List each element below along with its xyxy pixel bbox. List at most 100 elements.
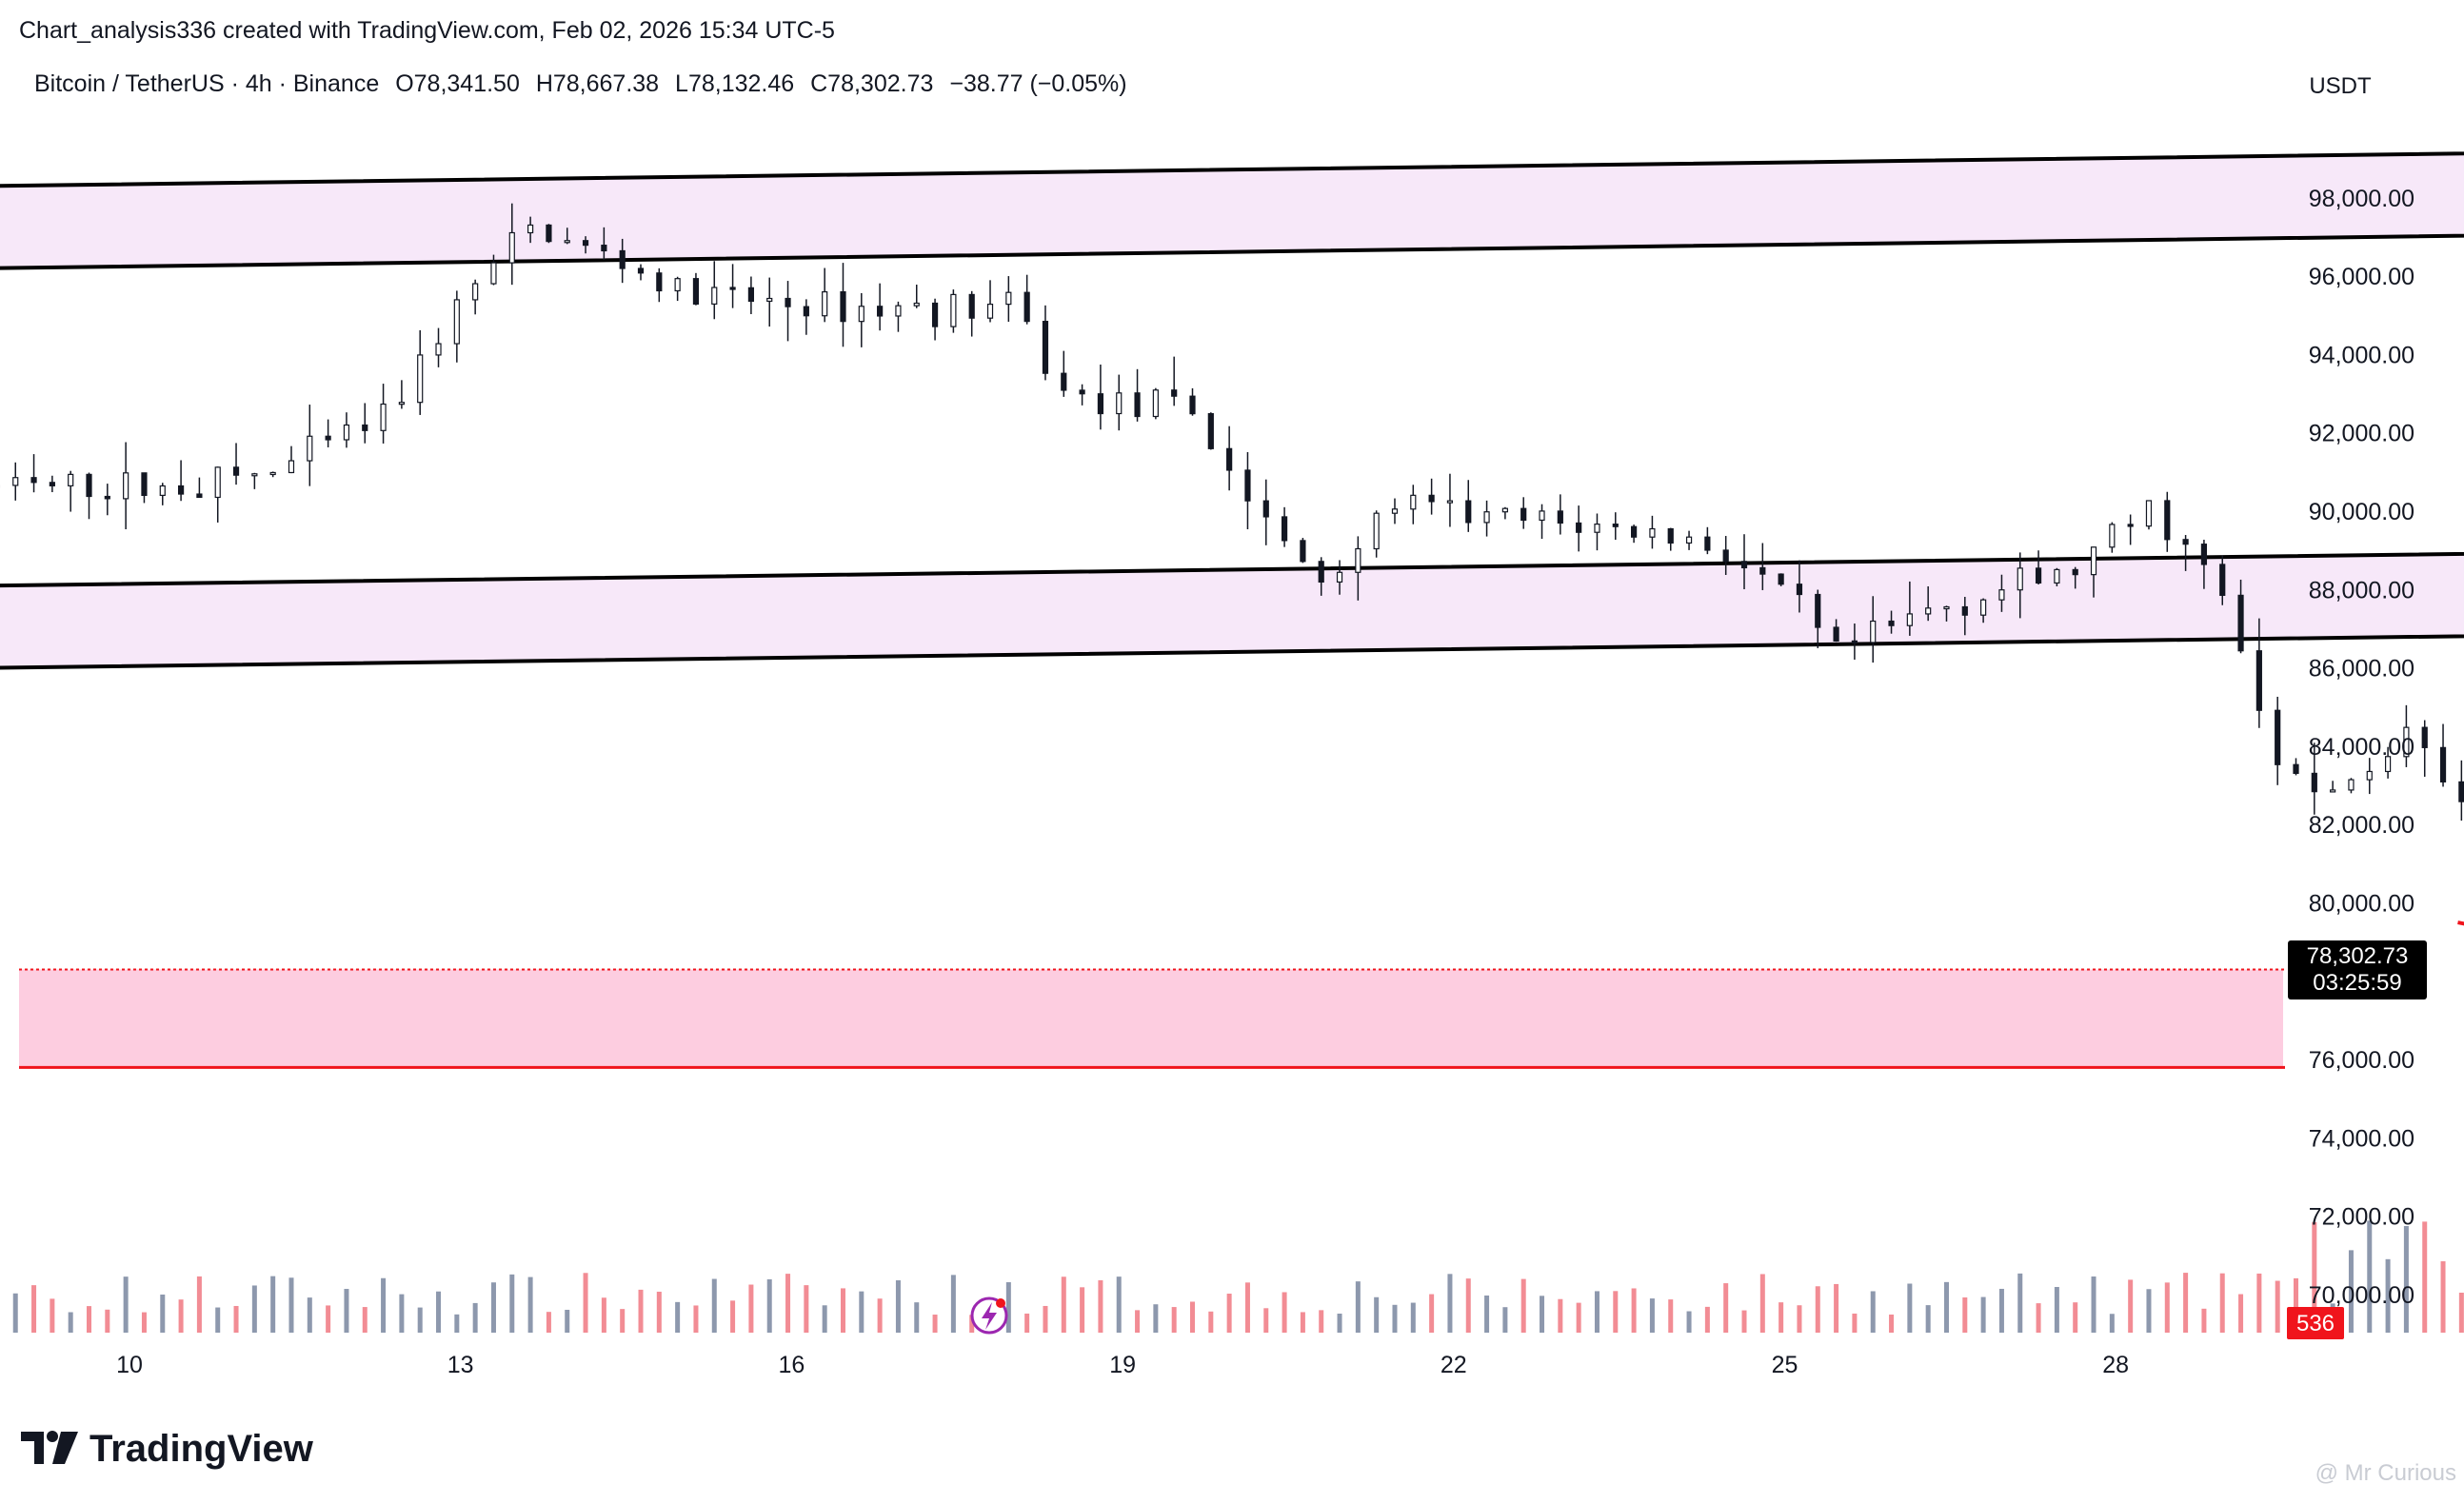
candle xyxy=(1740,534,1748,589)
volume-bar xyxy=(2017,1273,2023,1333)
candle xyxy=(656,267,663,303)
candle xyxy=(1300,538,1306,564)
projection-layer xyxy=(2457,920,2464,926)
candle xyxy=(1483,500,1490,537)
volume-bar xyxy=(1043,1305,1048,1333)
volume-bar xyxy=(748,1284,754,1333)
candle xyxy=(2164,491,2171,552)
tradingview-logo: TradingView xyxy=(21,1428,314,1470)
candle-body xyxy=(2237,594,2244,652)
candle xyxy=(1226,425,1233,491)
candle-body xyxy=(2366,770,2373,781)
volume-bar xyxy=(87,1306,92,1333)
volume-bar xyxy=(1374,1296,1380,1333)
volume-bar xyxy=(859,1291,864,1333)
volume-bar xyxy=(840,1288,845,1333)
candle-body xyxy=(546,224,552,243)
candle-body xyxy=(2421,726,2428,748)
candle xyxy=(214,466,221,523)
candle-body xyxy=(858,306,864,323)
candle-body xyxy=(1244,469,1251,502)
volume-bar xyxy=(1135,1310,1141,1333)
candle-body xyxy=(1483,511,1490,524)
candle-body xyxy=(2403,726,2410,758)
author-line: Chart_analysis336 created with TradingVi… xyxy=(19,17,835,44)
candle xyxy=(1061,350,1067,397)
symbol-legend: Bitcoin / TetherUS · 4h · Binance O78,34… xyxy=(34,70,1137,98)
candle-body xyxy=(747,287,755,303)
channel-zone-2 xyxy=(0,551,2464,670)
volume-bar xyxy=(2219,1273,2225,1333)
candle xyxy=(1870,596,1877,663)
candle-body xyxy=(986,303,994,319)
volume-bar xyxy=(1704,1306,1710,1333)
volume-bar xyxy=(2458,1293,2464,1333)
volume-bar xyxy=(196,1276,202,1333)
tradingview-logo-icon xyxy=(21,1431,78,1464)
candle xyxy=(2090,546,2097,598)
volume-bar xyxy=(123,1276,129,1333)
candle xyxy=(1778,573,1784,586)
candle xyxy=(1961,597,1968,636)
alert-lightning-icon[interactable] xyxy=(970,1296,1008,1335)
y-tick-label: 80,000.00 xyxy=(2309,891,2414,918)
candle-body xyxy=(913,302,920,307)
symbol-name[interactable]: Bitcoin / TetherUS · 4h · Binance xyxy=(34,70,380,97)
volume-bar xyxy=(804,1285,809,1333)
candle-body xyxy=(527,224,534,234)
volume-bar xyxy=(1447,1274,1453,1333)
volume-bar xyxy=(877,1298,883,1333)
candle xyxy=(2439,723,2447,787)
candle-body xyxy=(307,435,313,462)
candle xyxy=(1336,560,1343,595)
candle-body xyxy=(1520,507,1527,522)
candle xyxy=(86,472,92,520)
candle-body xyxy=(1079,389,1085,395)
candle-body xyxy=(177,485,185,495)
candle xyxy=(2237,579,2244,654)
candle-body xyxy=(1428,494,1435,503)
candle xyxy=(913,285,920,308)
y-tick-label: 74,000.00 xyxy=(2309,1125,2414,1152)
candle-body xyxy=(2090,546,2097,576)
candle-body xyxy=(1722,549,1729,563)
candle-body xyxy=(2384,756,2392,773)
candle xyxy=(1501,506,1508,520)
volume-bar xyxy=(215,1307,221,1333)
candle xyxy=(1906,581,1913,636)
candle xyxy=(895,301,902,332)
candle-body xyxy=(2293,763,2299,775)
volume-bar xyxy=(288,1277,294,1333)
candle xyxy=(123,442,129,529)
volume-bar xyxy=(509,1274,515,1333)
volume-bar xyxy=(1631,1288,1637,1333)
volume-bar xyxy=(1998,1288,2004,1333)
volume-bar xyxy=(1300,1312,1305,1333)
candle xyxy=(2109,522,2116,553)
x-tick-label: 28 xyxy=(2102,1352,2129,1378)
volume-bar xyxy=(436,1291,442,1333)
currency-label[interactable]: USDT xyxy=(2309,73,2372,99)
candle xyxy=(2145,500,2153,530)
candle-body xyxy=(931,302,939,327)
volume-bar xyxy=(2164,1282,2170,1333)
candle xyxy=(435,327,442,367)
candle-body xyxy=(1207,413,1214,449)
candle-body xyxy=(2072,568,2078,576)
candle-body xyxy=(1171,389,1178,397)
volume-bar xyxy=(1392,1304,1398,1333)
candle-body xyxy=(380,403,387,431)
candle xyxy=(325,419,331,447)
candle xyxy=(564,228,570,245)
volume-bar xyxy=(2238,1294,2244,1333)
candle xyxy=(1925,585,1932,622)
y-tick-label: 98,000.00 xyxy=(2309,186,2414,212)
candle xyxy=(1888,610,1895,634)
volume-bar xyxy=(711,1278,717,1333)
volume-bar xyxy=(362,1307,368,1333)
candle xyxy=(1134,368,1141,422)
candle xyxy=(822,267,828,323)
candle-body xyxy=(1134,392,1141,418)
volume-bar xyxy=(1171,1307,1177,1333)
